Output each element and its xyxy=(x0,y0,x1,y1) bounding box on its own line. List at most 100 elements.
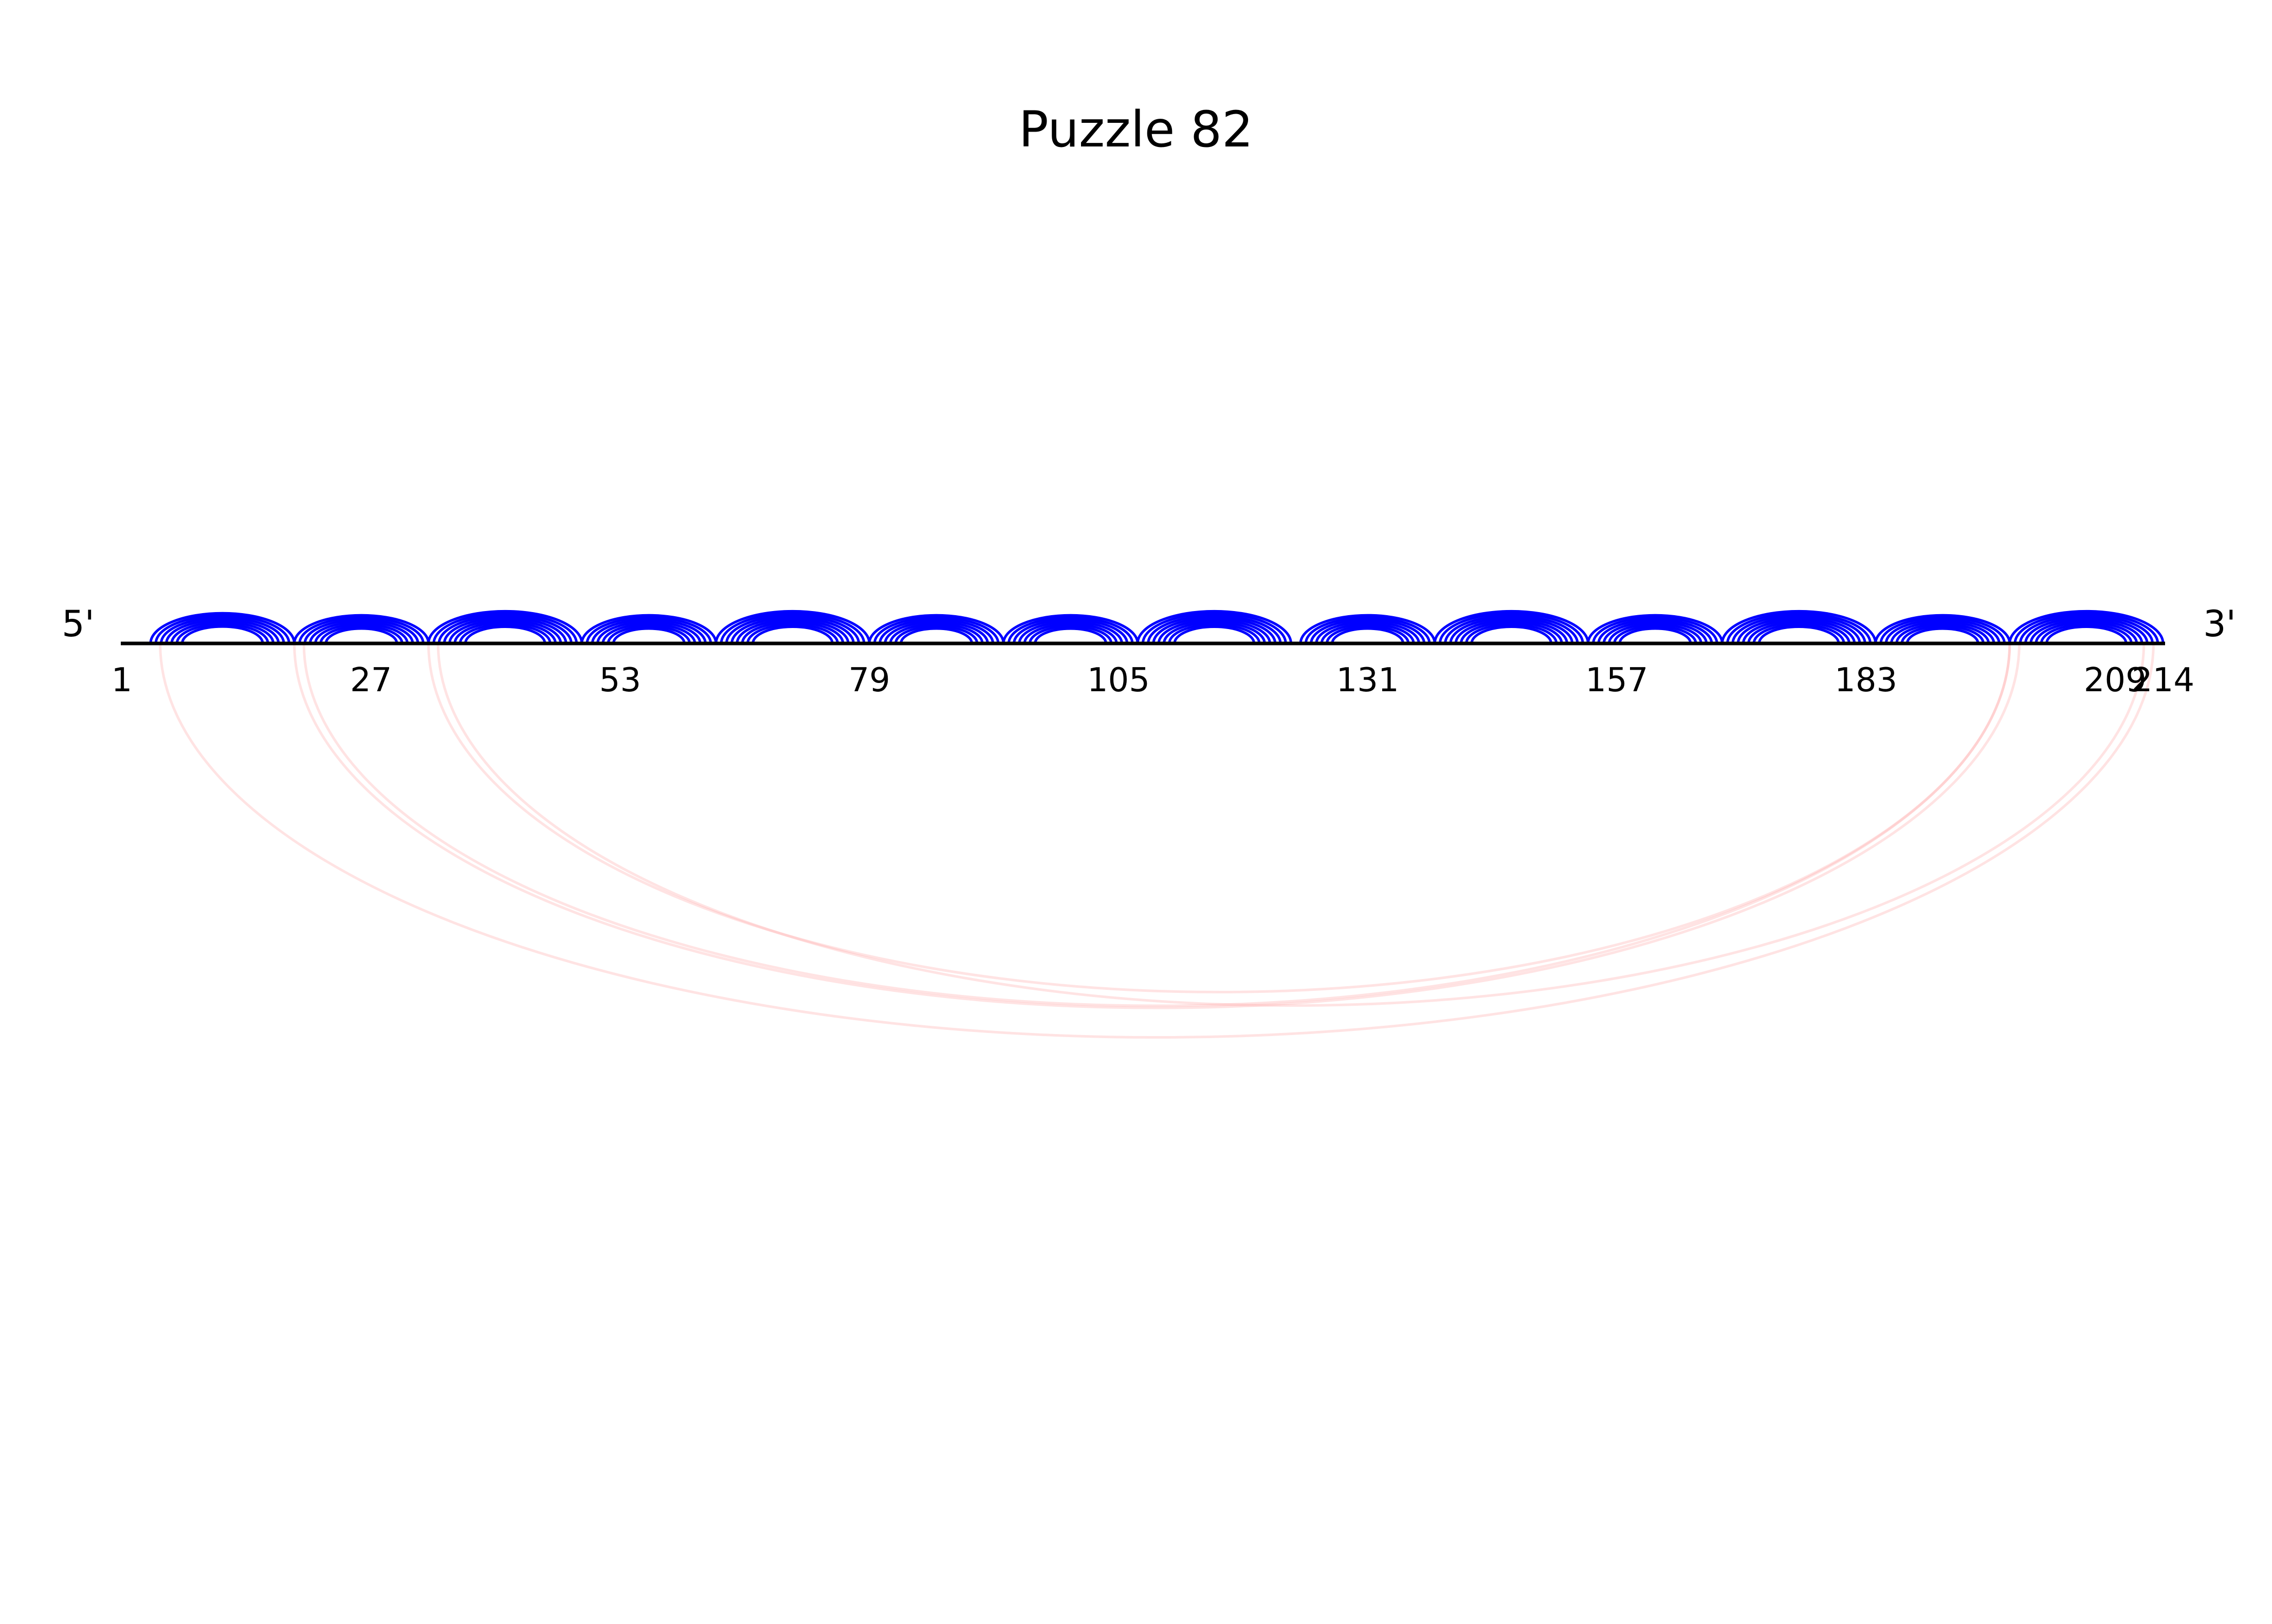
base-pair-arc xyxy=(2019,614,2154,644)
base-pair-arc xyxy=(1465,623,1558,644)
base-pair-arc xyxy=(1034,627,1108,644)
base-pair-arc xyxy=(319,625,404,644)
base-pair-arc xyxy=(1900,625,1985,644)
base-pair-arc xyxy=(1905,627,1980,644)
base-pair-arc xyxy=(1720,610,1877,644)
base-pair-arc xyxy=(1310,618,1426,644)
base-pair-arc xyxy=(1879,616,2006,644)
long-range-pair-arc xyxy=(436,643,2146,1007)
base-pair-arc xyxy=(725,614,860,644)
long-range-arcs xyxy=(159,643,2155,1039)
base-pair-arc xyxy=(1444,614,1579,644)
base-pair-arc xyxy=(741,621,845,644)
base-pair-arc xyxy=(1470,625,1553,644)
base-pair-arc xyxy=(1602,620,1708,644)
base-pair-arc xyxy=(453,621,557,644)
tick-label: 79 xyxy=(848,661,890,699)
base-pair-arc xyxy=(443,616,567,644)
base-pair-arc xyxy=(1325,625,1410,644)
base-pair-arc xyxy=(1454,619,1568,644)
base-pair-arc xyxy=(596,620,702,644)
base-pair-arc xyxy=(580,614,718,644)
base-pair-arc xyxy=(2008,610,2165,644)
tick-label: 27 xyxy=(350,661,392,699)
base-pair-arc xyxy=(878,618,995,644)
base-pair-arc xyxy=(154,614,290,644)
base-pair-arc xyxy=(1147,614,1282,644)
base-pair-arc xyxy=(1884,618,2001,644)
base-pair-arc xyxy=(1162,621,1266,644)
tick-label: 1 xyxy=(112,661,133,699)
base-pair-arc xyxy=(1874,614,2011,644)
base-pair-arc xyxy=(1299,614,1436,644)
base-pair-arc xyxy=(159,616,285,644)
base-pair-arc xyxy=(746,623,839,644)
long-range-pair-arc xyxy=(302,643,2011,1007)
tick-label: 157 xyxy=(1585,661,1648,699)
diagram-title: Puzzle 82 xyxy=(1019,101,1253,158)
base-pair-arc xyxy=(868,614,1005,644)
base-pair-arc xyxy=(464,625,546,644)
base-pair-arc xyxy=(601,623,697,644)
base-pair-arc xyxy=(427,610,583,644)
base-pair-arc xyxy=(180,625,264,644)
base-pair-arc xyxy=(2024,616,2149,644)
base-pair-arc xyxy=(1002,614,1139,644)
base-pair-arc xyxy=(1895,623,1990,644)
base-pair-arc xyxy=(1890,620,1995,644)
base-pair-arc xyxy=(1607,622,1702,644)
base-pair-arc xyxy=(1320,623,1415,644)
base-pair-arc xyxy=(1013,618,1129,644)
base-pair-arc xyxy=(170,621,275,644)
base-pair-arc xyxy=(1331,627,1405,644)
base-pair-arc xyxy=(2045,625,2128,644)
base-pair-arc xyxy=(1152,616,1277,644)
base-pair-arc xyxy=(884,620,989,644)
base-pair-arc xyxy=(1752,623,1845,644)
base-pair-arc xyxy=(873,616,1000,644)
base-pair-arc xyxy=(448,619,562,644)
base-pair-arc xyxy=(1028,625,1113,644)
base-pair-arc xyxy=(459,623,552,644)
long-range-pair-arc xyxy=(427,643,2011,993)
base-pair-arc xyxy=(308,620,414,644)
tick-label: 214 xyxy=(2132,661,2194,699)
base-pair-arc xyxy=(1018,620,1123,644)
base-pair-arc xyxy=(591,618,707,644)
base-pair-arc xyxy=(1168,623,1261,644)
base-pair-arc xyxy=(736,619,850,644)
base-pair-arc xyxy=(165,618,280,644)
base-pair-arc xyxy=(314,622,409,644)
base-pair-arc xyxy=(607,625,691,644)
three-prime-label: 3' xyxy=(2203,603,2236,645)
base-pair-arc xyxy=(298,616,425,644)
base-pair-arc xyxy=(720,612,866,644)
base-pair-arc xyxy=(324,627,398,644)
base-pair-arc xyxy=(1459,621,1563,644)
base-pair-arc xyxy=(149,612,296,644)
base-pair-arc xyxy=(1731,614,1866,644)
tick-label: 209 xyxy=(2084,661,2147,699)
base-pair-arc xyxy=(1433,610,1589,644)
base-pair-arc xyxy=(2029,619,2143,644)
base-pair-arc xyxy=(1597,618,1713,644)
base-pair-arc xyxy=(1438,612,1584,644)
base-pair-arc xyxy=(1023,623,1118,644)
base-pair-arc xyxy=(1736,616,1861,644)
base-pair-arc xyxy=(889,622,984,644)
tick-label: 53 xyxy=(599,661,641,699)
base-pair-arc xyxy=(1726,612,1872,644)
base-pair-arc xyxy=(1618,627,1692,644)
base-pair-arc xyxy=(1007,616,1134,644)
base-pair-arc xyxy=(175,623,269,644)
base-pair-arc xyxy=(2040,623,2133,644)
base-pair-arc xyxy=(585,616,712,644)
long-range-pair-arc xyxy=(159,643,2155,1039)
base-pair-arc xyxy=(1586,614,1724,644)
five-prime-label: 5' xyxy=(62,603,95,645)
base-pair-arc xyxy=(894,625,979,644)
base-pair-arc xyxy=(900,627,974,644)
base-pair-arc xyxy=(293,614,430,644)
